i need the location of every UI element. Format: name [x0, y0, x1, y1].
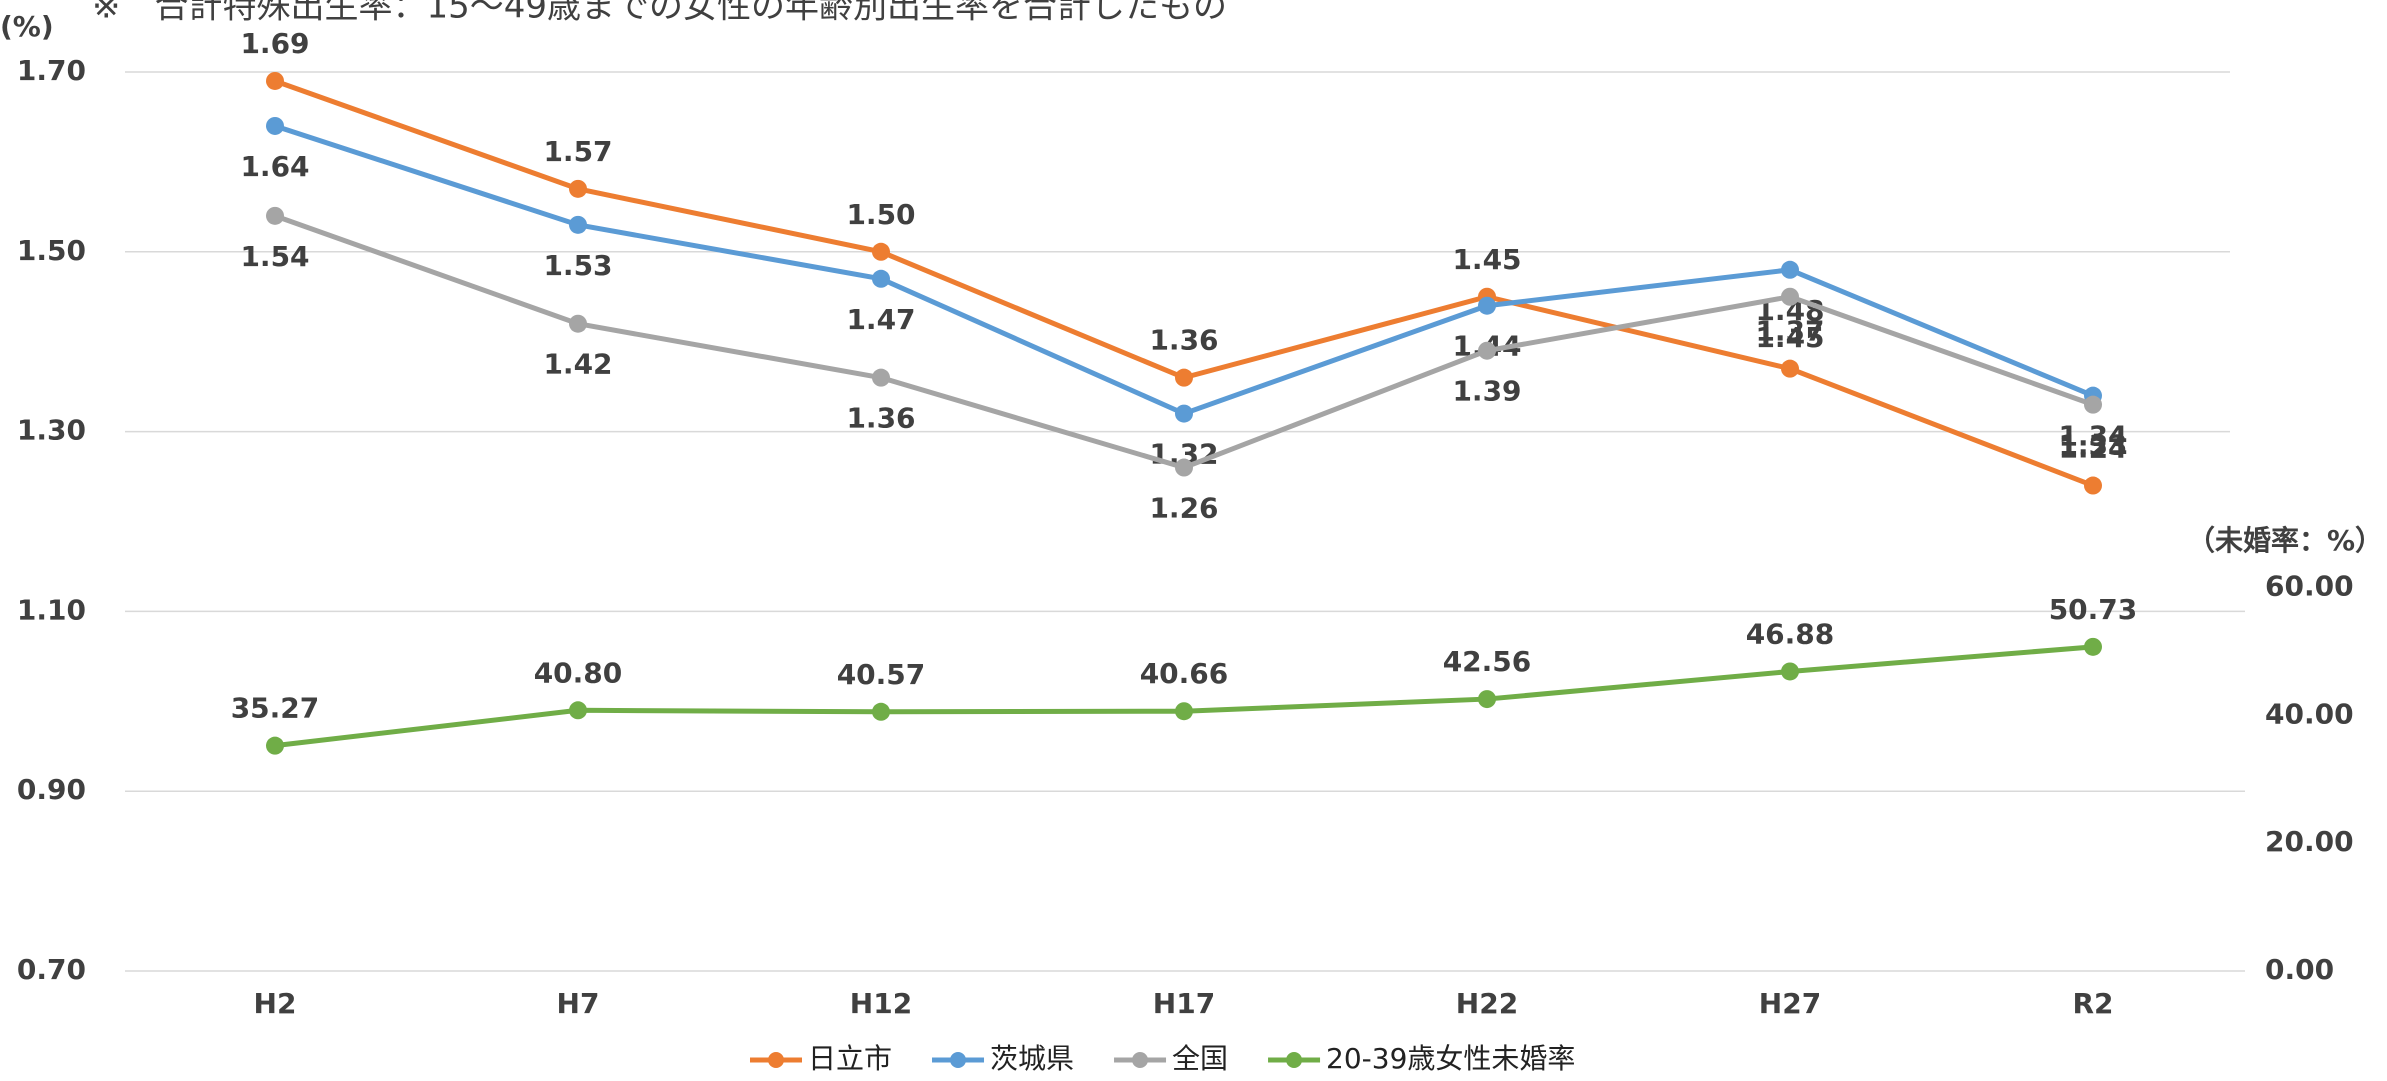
data-point [266, 736, 284, 755]
data-point [1781, 260, 1799, 279]
data-point [872, 269, 890, 288]
data-point [1478, 341, 1496, 360]
data-label: 40.80 [534, 656, 623, 689]
data-label: 1.69 [240, 27, 309, 60]
x-tick-label: H17 [1153, 987, 1215, 1020]
data-label: 1.37 [1755, 315, 1824, 348]
data-label: 1.45 [1755, 321, 1824, 354]
data-point [1175, 458, 1193, 477]
x-tick-label: H22 [1456, 987, 1518, 1020]
data-point [1781, 662, 1799, 681]
data-label: 1.34 [2058, 420, 2127, 453]
legend-label: 全国 [1172, 1042, 1228, 1075]
x-tick-label: H2 [254, 987, 297, 1020]
legend-marker [950, 1052, 967, 1068]
data-label: 50.73 [2049, 593, 2138, 626]
legend-marker [768, 1052, 784, 1068]
y2-tick-label: 20.00 [2265, 825, 2354, 858]
x-tick-label: H27 [1759, 987, 1821, 1020]
data-point [1175, 404, 1193, 423]
data-point [1175, 702, 1193, 721]
data-label: 1.42 [543, 348, 612, 381]
data-label: 1.24 [2058, 432, 2127, 465]
chart-title: ※ 合計特殊出生率：15～49歳までの女性の年齢別出生率を合計したもの [92, 0, 1227, 27]
data-point [2084, 395, 2102, 414]
y-axis-label: (%) [0, 10, 54, 43]
data-point [2084, 637, 2102, 656]
y2-tick-label: 40.00 [2265, 697, 2354, 730]
data-label: 1.26 [1149, 492, 1218, 525]
data-label: 1.57 [543, 135, 612, 168]
data-point [1175, 368, 1193, 387]
data-label: 1.50 [846, 198, 915, 231]
data-point [1478, 690, 1496, 709]
y-tick-label: 1.50 [17, 234, 86, 267]
x-tick-label: H12 [850, 987, 912, 1020]
data-point [872, 702, 890, 721]
data-point [569, 179, 587, 198]
y-tick-label: 1.30 [17, 414, 86, 447]
data-label: 46.88 [1746, 617, 1835, 650]
legend-label: 20-39歳女性未婚率 [1326, 1042, 1575, 1075]
data-label: 1.64 [240, 150, 309, 183]
y2-tick-label: 60.00 [2265, 570, 2354, 603]
data-point [266, 206, 284, 225]
y-tick-label: 0.70 [17, 953, 86, 986]
data-point [569, 701, 587, 720]
data-point [569, 314, 587, 333]
data-label: 1.33 [2058, 429, 2127, 462]
data-point [872, 368, 890, 387]
data-label: 1.39 [1452, 375, 1521, 408]
data-label: 42.56 [1443, 645, 1532, 678]
legend-label: 茨城県 [990, 1042, 1074, 1075]
data-label: 1.36 [1149, 324, 1218, 357]
y2-axis-label: （未婚率：%） [2187, 524, 2383, 557]
data-point [266, 71, 284, 90]
data-point [1781, 287, 1799, 306]
data-label: 1.47 [846, 303, 915, 336]
legend-marker [1132, 1052, 1149, 1068]
legend: 日立市 茨城県 全国 20-39歳女性未婚率 [750, 1042, 1575, 1075]
data-point [266, 116, 284, 135]
data-point [872, 242, 890, 261]
data-point [2084, 476, 2102, 495]
y-tick-label: 1.70 [17, 54, 86, 87]
data-point [1478, 296, 1496, 315]
data-label: 1.36 [846, 402, 915, 435]
data-point [1781, 359, 1799, 378]
legend-label: 日立市 [808, 1042, 892, 1075]
y-tick-label: 0.90 [17, 773, 86, 806]
x-tick-label: H7 [557, 987, 600, 1020]
data-point [569, 215, 587, 234]
legend-marker [1286, 1052, 1303, 1068]
data-label: 35.27 [231, 692, 320, 725]
data-label: 1.45 [1452, 243, 1521, 276]
data-label: 40.57 [837, 658, 926, 691]
data-label: 1.54 [240, 240, 309, 273]
y-tick-label: 1.10 [17, 593, 86, 626]
data-label: 1.53 [543, 249, 612, 282]
data-label: 40.66 [1140, 657, 1229, 690]
x-tick-label: R2 [2072, 987, 2113, 1020]
y2-tick-label: 0.00 [2265, 953, 2334, 986]
